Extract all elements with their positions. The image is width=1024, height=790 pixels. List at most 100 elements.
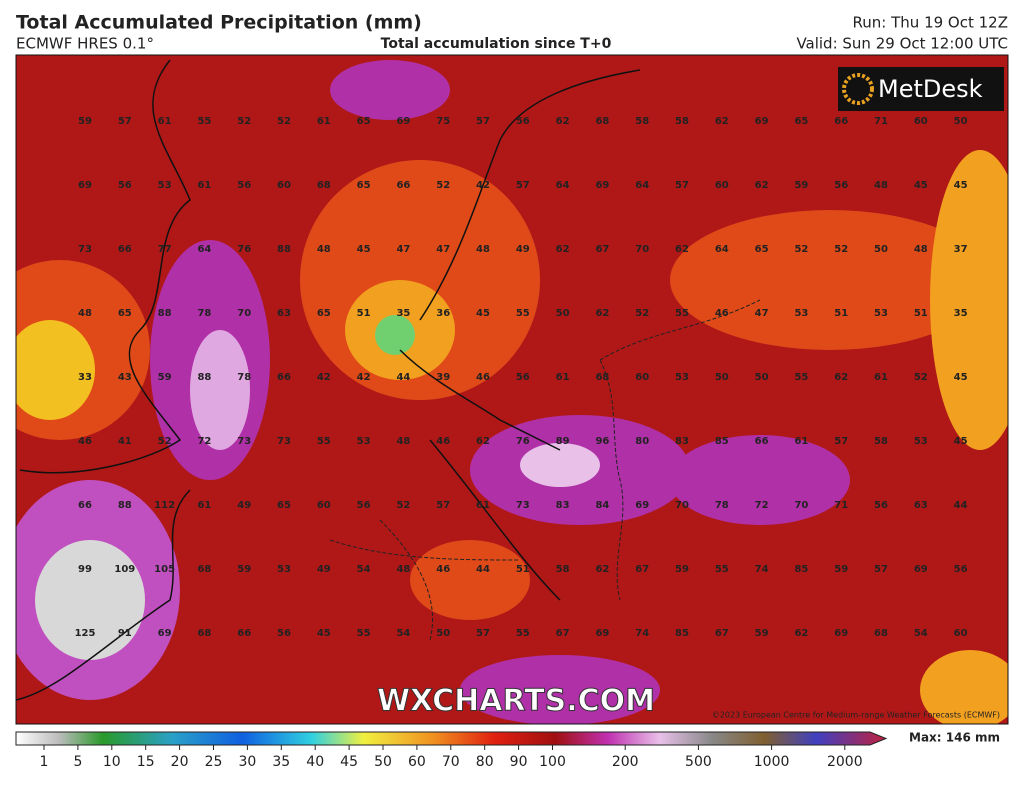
value-label: 47 [436, 244, 450, 255]
value-label: 66 [78, 500, 92, 511]
model: ECMWF HRES 0.1° [16, 35, 154, 53]
value-label: 63 [277, 308, 291, 319]
value-label: 52 [834, 244, 848, 255]
value-label: 61 [476, 500, 490, 511]
value-label: 42 [317, 372, 331, 383]
value-label: 68 [317, 180, 331, 191]
value-label: 73 [277, 436, 291, 447]
logo-icon [842, 73, 874, 105]
value-label: 60 [277, 180, 291, 191]
colorbar-tick-label: 100 [539, 754, 566, 770]
value-label: 57 [436, 500, 450, 511]
value-label: 46 [476, 372, 490, 383]
value-label: 88 [158, 308, 172, 319]
value-label: 57 [516, 180, 530, 191]
value-label: 52 [237, 116, 251, 127]
value-label: 55 [357, 628, 371, 639]
value-label: 62 [715, 116, 729, 127]
value-label: 52 [436, 180, 450, 191]
value-label: 56 [516, 116, 530, 127]
value-label: 56 [277, 628, 291, 639]
value-label: 50 [556, 308, 570, 319]
logo-box [838, 67, 1004, 111]
colorbar-tick-label: 1000 [754, 754, 790, 770]
colorbar-tick-label: 1 [40, 754, 49, 770]
value-label: 65 [357, 180, 371, 191]
value-label: 45 [476, 308, 490, 319]
value-label: 57 [675, 180, 689, 191]
value-label: 50 [874, 244, 888, 255]
colorbar-tick-label: 70 [442, 754, 460, 770]
value-label: 74 [635, 628, 649, 639]
value-label: 48 [914, 244, 928, 255]
value-label: 69 [595, 628, 609, 639]
value-label: 60 [635, 372, 649, 383]
value-label: 49 [237, 500, 251, 511]
value-label: 62 [834, 372, 848, 383]
value-label: 68 [595, 116, 609, 127]
value-label: 47 [396, 244, 410, 255]
value-label: 64 [556, 180, 570, 191]
value-label: 83 [556, 500, 570, 511]
value-label: 44 [396, 372, 410, 383]
value-label: 55 [197, 116, 211, 127]
value-label: 96 [595, 436, 609, 447]
value-label: 64 [635, 180, 649, 191]
value-label: 59 [675, 564, 689, 575]
colorbar-tick-label: 2000 [827, 754, 863, 770]
value-label: 72 [197, 436, 211, 447]
value-label: 55 [675, 308, 689, 319]
value-label: 109 [114, 564, 135, 575]
value-label: 62 [595, 308, 609, 319]
value-label: 62 [556, 244, 570, 255]
value-label: 48 [78, 308, 92, 319]
value-label: 69 [635, 500, 649, 511]
value-label: 56 [357, 500, 371, 511]
value-label: 68 [874, 628, 888, 639]
value-label: 70 [794, 500, 808, 511]
value-label: 53 [675, 372, 689, 383]
value-label: 65 [277, 500, 291, 511]
value-label: 57 [834, 436, 848, 447]
value-label: 69 [78, 180, 92, 191]
value-label: 67 [556, 628, 570, 639]
value-label: 50 [954, 116, 968, 127]
value-label: 39 [436, 372, 450, 383]
value-label: 58 [874, 436, 888, 447]
value-label: 49 [516, 244, 530, 255]
value-labels: 59 57 61 55 52 52 61 65 69 75 57 56 62 68 58 58 62 69 65 66… [75, 116, 968, 639]
value-label: 67 [595, 244, 609, 255]
copyright: ©2023 European Centre for Medium-range W… [712, 711, 1000, 720]
value-label: 69 [595, 180, 609, 191]
value-label: 85 [715, 436, 729, 447]
value-label: 53 [277, 564, 291, 575]
value-label: 69 [396, 116, 410, 127]
value-label: 77 [158, 244, 172, 255]
value-label: 46 [78, 436, 92, 447]
value-label: 51 [357, 308, 371, 319]
value-label: 60 [317, 500, 331, 511]
value-label: 76 [516, 436, 530, 447]
value-label: 66 [277, 372, 291, 383]
value-label: 69 [158, 628, 172, 639]
value-label: 57 [874, 564, 888, 575]
value-label: 66 [118, 244, 132, 255]
value-label: 66 [237, 628, 251, 639]
value-label: 55 [516, 308, 530, 319]
value-label: 73 [78, 244, 92, 255]
value-label: 66 [755, 436, 769, 447]
colorbar-tick-label: 40 [306, 754, 324, 770]
value-label: 74 [755, 564, 769, 575]
watermark: WXCHARTS.COM [377, 684, 655, 719]
value-label: 61 [556, 372, 570, 383]
value-label: 99 [78, 564, 92, 575]
value-label: 65 [118, 308, 132, 319]
colorbar-tick-label: 25 [205, 754, 223, 770]
value-label: 46 [715, 308, 729, 319]
title: Total Accumulated Precipitation (mm) [16, 12, 422, 34]
value-label: 46 [436, 436, 450, 447]
value-label: 62 [595, 564, 609, 575]
value-label: 85 [794, 564, 808, 575]
colorbar-tick-label: 5 [73, 754, 82, 770]
value-label: 67 [715, 628, 729, 639]
